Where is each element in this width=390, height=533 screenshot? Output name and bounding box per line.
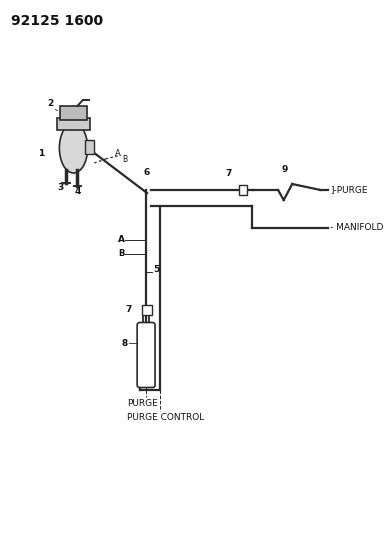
Text: PURGE CONTROL: PURGE CONTROL — [127, 413, 204, 422]
Text: 1: 1 — [38, 149, 44, 157]
Text: 7: 7 — [125, 305, 132, 314]
Bar — [142, 305, 152, 315]
Text: B: B — [122, 155, 128, 164]
Text: 8: 8 — [122, 338, 128, 348]
Text: - MANIFOLD: - MANIFOLD — [330, 223, 383, 232]
Text: 2: 2 — [47, 100, 53, 109]
Bar — [239, 185, 247, 195]
Text: 6: 6 — [143, 168, 149, 177]
Text: 5: 5 — [154, 265, 160, 274]
Ellipse shape — [59, 123, 88, 173]
Text: A: A — [118, 236, 125, 245]
Bar — [85, 140, 94, 154]
Text: ]-PURGE: ]-PURGE — [330, 185, 367, 195]
Text: B: B — [118, 249, 124, 259]
FancyBboxPatch shape — [137, 322, 155, 387]
Bar — [60, 106, 87, 120]
Text: PURGE: PURGE — [127, 399, 158, 408]
Text: 3: 3 — [57, 183, 64, 192]
Text: 9: 9 — [282, 165, 288, 174]
Text: 92125 1600: 92125 1600 — [11, 14, 103, 28]
Text: A: A — [115, 149, 121, 157]
Text: 4: 4 — [74, 187, 80, 196]
Text: 7: 7 — [225, 169, 232, 178]
Bar — [57, 118, 90, 130]
